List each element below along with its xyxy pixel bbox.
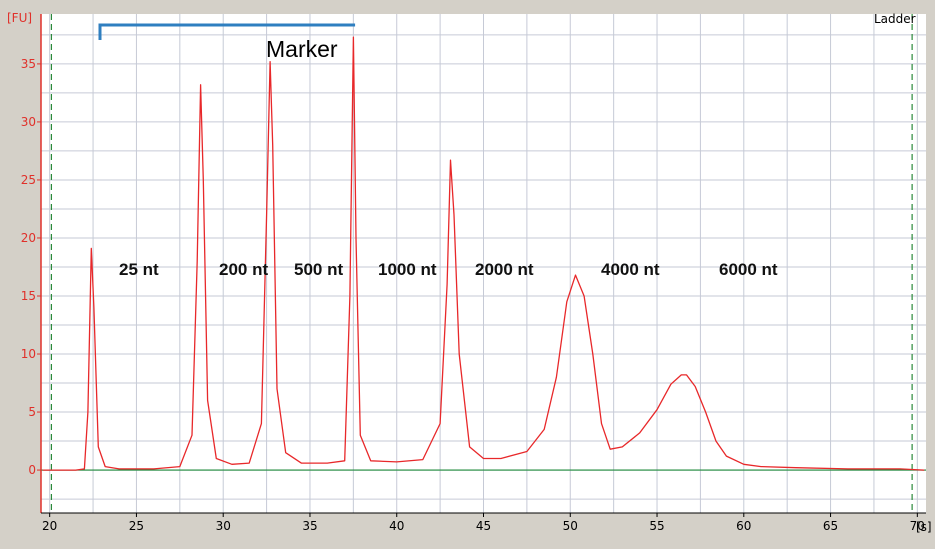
peak-label: 4000 nt xyxy=(601,260,660,279)
x-tick-label: 50 xyxy=(563,519,578,533)
y-tick-label: 35 xyxy=(21,57,36,71)
x-tick-label: 55 xyxy=(649,519,664,533)
x-tick-label: 70 xyxy=(910,519,925,533)
peak-label: 200 nt xyxy=(219,260,268,279)
x-tick-label: 25 xyxy=(129,519,144,533)
y-tick-label: 25 xyxy=(21,173,36,187)
annotations: 25 nt 200 nt 500 nt 1000 nt 2000 nt 4000 nt 60… xyxy=(98,23,778,279)
x-tick-label: 20 xyxy=(42,519,57,533)
axes xyxy=(37,14,926,517)
y-tick-label: 30 xyxy=(21,115,36,129)
x-tick-label: 35 xyxy=(302,519,317,533)
y-axis-unit-label: [FU] xyxy=(7,11,32,25)
y-tick-label: 0 xyxy=(28,463,36,477)
x-tick-label: 60 xyxy=(736,519,751,533)
series-line-0 xyxy=(42,36,925,471)
x-tick-label: 30 xyxy=(216,519,231,533)
x-tick-label: 40 xyxy=(389,519,404,533)
panel-label: Ladder xyxy=(874,12,916,26)
grid xyxy=(41,14,926,513)
peak-label: 25 nt xyxy=(119,260,159,279)
peak-label: 500 nt xyxy=(294,260,343,279)
x-tick-label: 65 xyxy=(823,519,838,533)
peak-label: 1000 nt xyxy=(378,260,437,279)
series-layer xyxy=(42,36,925,471)
y-tick-label: 20 xyxy=(21,231,36,245)
x-tick-label: 45 xyxy=(476,519,491,533)
marker-label: Marker xyxy=(266,36,338,62)
marker-bracket xyxy=(98,23,356,40)
peak-label: 2000 nt xyxy=(475,260,534,279)
marker-lines xyxy=(50,14,913,513)
y-tick-label: 10 xyxy=(21,347,36,361)
x-axis-unit-label: [s] xyxy=(916,520,932,534)
y-tick-label: 5 xyxy=(28,405,36,419)
peak-label: 6000 nt xyxy=(719,260,778,279)
tick-labels: 0 5 10 15 20 25 30 35 20 25 30 35 40 45 50 55 60 65 70 xyxy=(21,57,925,533)
y-tick-label: 15 xyxy=(21,289,36,303)
